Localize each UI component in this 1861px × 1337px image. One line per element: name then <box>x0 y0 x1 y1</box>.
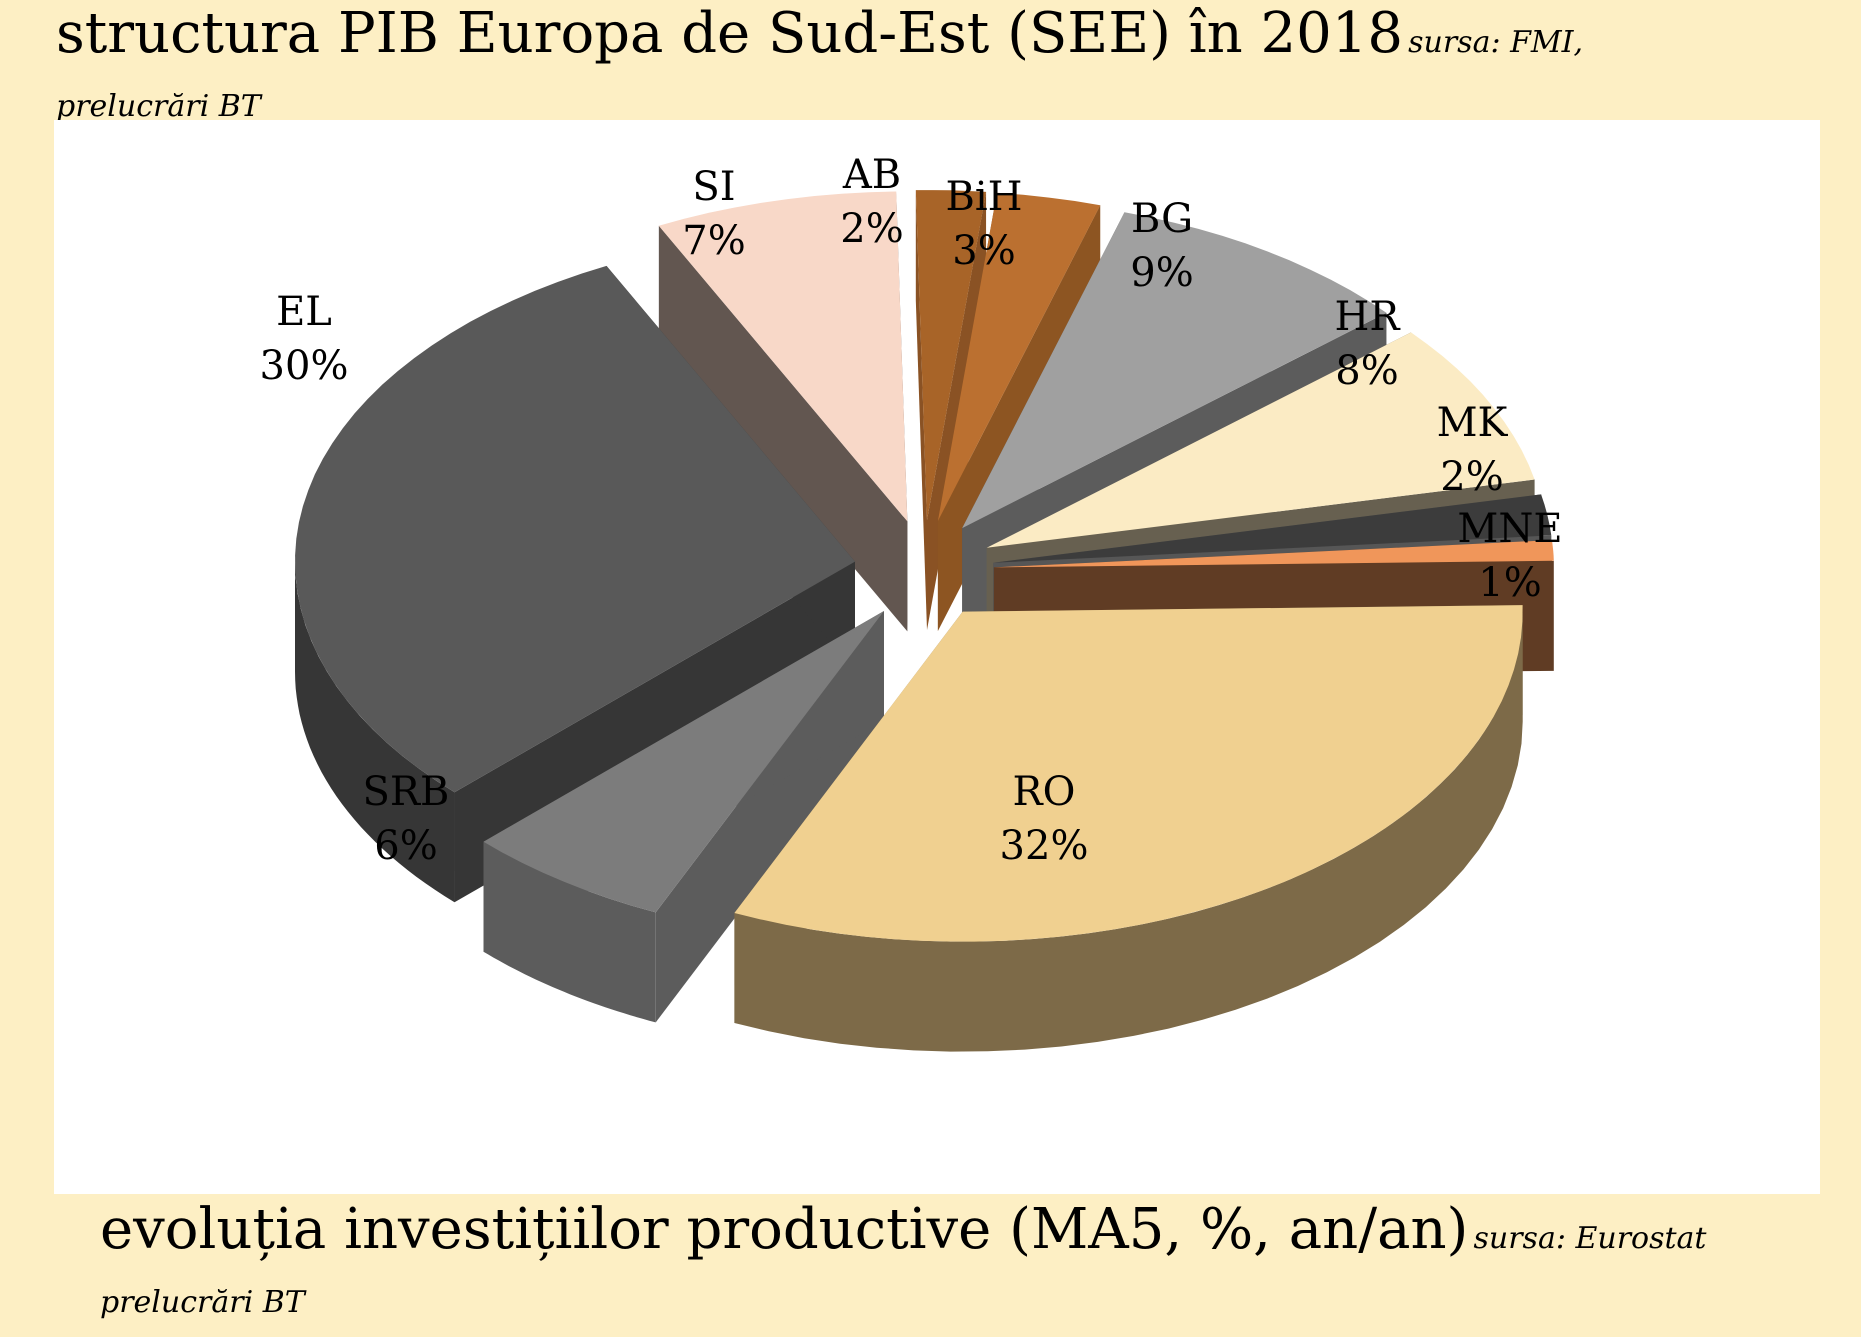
pie-slice-ro <box>734 605 1523 1052</box>
chart-panel: RO 32% SRB 6% EL 30% SI 7% AB 2% BiH 3% BG 9% HR 8% MK 2%… <box>54 120 1820 1194</box>
data-label-ab-name: AB <box>842 152 901 198</box>
next-chart-source: sursa: Eurostat <box>1473 1221 1707 1256</box>
pie-slice-wall <box>658 225 908 632</box>
pie-slice-top <box>658 191 908 522</box>
data-label-bih-value: 3% <box>952 228 1015 274</box>
data-label-mne-value: 1% <box>1478 560 1541 606</box>
pie-slice-top <box>993 494 1552 563</box>
data-label-mk-value: 2% <box>1440 454 1503 500</box>
pie-slice-el <box>295 265 855 903</box>
pie-slice-top <box>937 192 1101 521</box>
data-label-srb-name: SRB <box>363 769 450 815</box>
pie-slice-outer-wall <box>295 561 455 903</box>
chart-source: sursa: FMI, <box>1408 25 1584 60</box>
data-label-hr-value: 8% <box>1335 348 1398 394</box>
data-label-mk-name: MK <box>1437 400 1509 446</box>
data-label-si-name: SI <box>692 164 735 210</box>
data-label-bg-name: BG <box>1131 196 1193 242</box>
data-label-mne-name: MNE <box>1457 506 1562 552</box>
data-label-el-name: EL <box>276 289 332 335</box>
data-label-ro-name: RO <box>1013 769 1076 815</box>
next-chart-title-text: evoluția investițiilor productive (MA5, … <box>100 1197 1469 1262</box>
pie-slice-top <box>483 611 884 913</box>
chart-title: structura PIB Europa de Sud-Est (SEE) în… <box>56 4 1846 141</box>
data-label-el-value: 30% <box>260 343 349 389</box>
chart-source-processing: prelucrări BT <box>56 89 261 124</box>
pie-slice-si <box>658 191 908 632</box>
data-label-bih-name: BiH <box>945 174 1022 220</box>
data-label-ab-value: 2% <box>840 206 903 252</box>
pie-slice-top <box>295 265 855 793</box>
pie-slice-top <box>734 605 1523 942</box>
data-label-si-value: 7% <box>682 218 745 264</box>
pie-slice-top <box>993 540 1554 568</box>
next-chart-source-processing: prelucrări BT <box>100 1285 305 1320</box>
data-label-ro-value: 32% <box>1000 823 1089 869</box>
pie-slice-outer-wall <box>483 841 656 1023</box>
pie-slice-top <box>986 332 1535 548</box>
pie-slice-outer-wall <box>734 611 1523 1052</box>
pie-chart: RO 32% SRB 6% EL 30% SI 7% AB 2% BiH 3% BG 9% HR 8% MK 2%… <box>260 152 1563 1052</box>
chart-title-text: structura PIB Europa de Sud-Est (SEE) în… <box>56 1 1404 66</box>
pie-slice-top <box>915 190 987 521</box>
data-label-hr-name: HR <box>1335 294 1402 340</box>
pie-slice-srb <box>483 611 884 1023</box>
pie-slice-wall <box>915 190 927 631</box>
data-label-bg-value: 9% <box>1130 250 1193 296</box>
data-label-srb-value: 6% <box>374 823 437 869</box>
pie-slice-top <box>962 212 1387 529</box>
next-chart-title: evoluția investițiilor productive (MA5, … <box>100 1200 1861 1337</box>
